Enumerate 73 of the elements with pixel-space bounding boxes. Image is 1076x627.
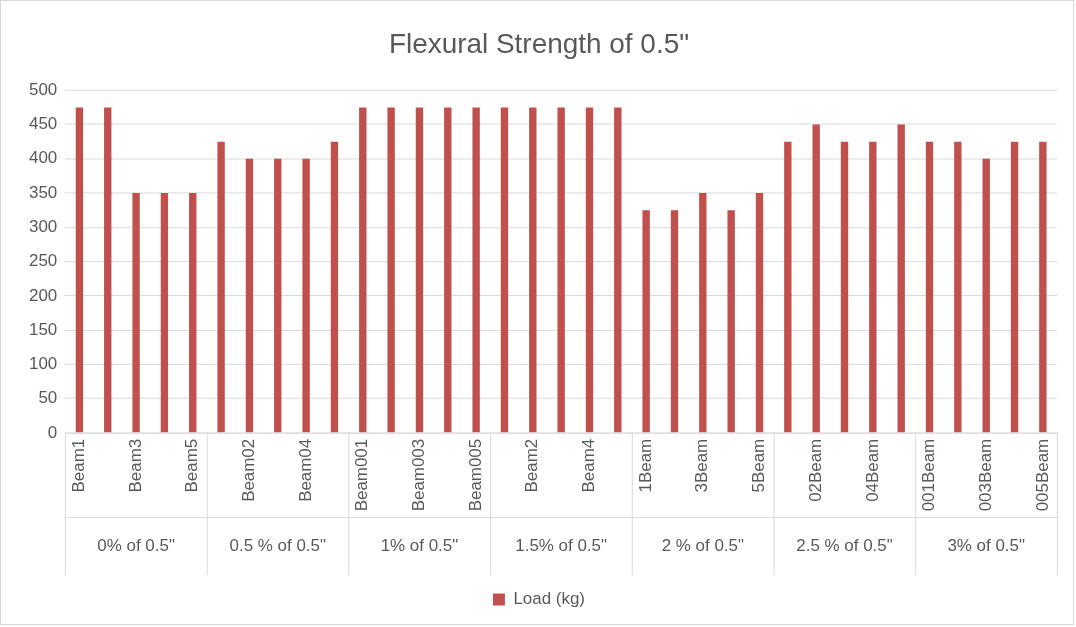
y-tick-label: 250 [28, 251, 58, 271]
bar [274, 158, 282, 433]
y-tick-label: 300 [28, 217, 58, 236]
bar [1010, 141, 1019, 433]
x-tick-label: 02Beam [805, 438, 825, 502]
bar [75, 107, 84, 433]
text: 1.5% of 0.5" [515, 535, 608, 555]
x-tick-label: 001Beam [919, 438, 939, 512]
bar [444, 107, 452, 433]
x-tick-label: Beam4 [579, 438, 599, 493]
x-tick-label: Beam003 [409, 438, 429, 512]
bar [614, 107, 622, 433]
y-tick-label: 100 [28, 354, 58, 374]
y-tick-label: 500 [28, 80, 58, 99]
y-tick-label: 50 [38, 388, 58, 408]
bar [500, 107, 509, 433]
y-tick-label: 200 [28, 285, 58, 305]
bar [245, 158, 254, 433]
bar [472, 107, 480, 433]
x-tick-label: Beam1 [69, 438, 89, 493]
bar [840, 141, 849, 433]
bar [160, 193, 169, 433]
bar [330, 141, 339, 433]
text: 3% of 0.5" [947, 535, 1025, 555]
y-tick-label: 350 [28, 182, 58, 202]
x-tick-label: 3Beam [692, 438, 712, 493]
bar [670, 210, 679, 433]
bar [727, 210, 735, 433]
bar [557, 107, 565, 433]
y-tick-label: 0 [47, 422, 58, 442]
bar [755, 193, 764, 433]
text: 0% of 0.5" [97, 535, 175, 555]
y-tick-label: 150 [28, 319, 58, 339]
bar [415, 107, 424, 433]
y-tick-label: 400 [28, 148, 58, 168]
bar [954, 141, 962, 433]
bar [897, 124, 905, 433]
x-tick-label: 005Beam [1032, 438, 1052, 512]
chart-title: Flexural Strength of 0.5" [388, 28, 690, 60]
bar [359, 107, 367, 433]
bar [982, 158, 990, 433]
bar [925, 141, 934, 433]
bar [529, 107, 537, 433]
bar [387, 107, 395, 433]
text: 2.5 % of 0.5" [796, 535, 893, 555]
legend-label: Load (kg) [513, 589, 585, 609]
bar [217, 141, 225, 433]
x-tick-label: Beam04 [295, 438, 315, 502]
text: 2 % of 0.5" [661, 535, 744, 555]
bar [699, 193, 707, 433]
bar [189, 193, 197, 433]
x-tick-label: Beam005 [465, 438, 485, 512]
x-tick-label: Beam2 [522, 438, 542, 493]
text: 1% of 0.5" [380, 535, 459, 555]
x-tick-label: 003Beam [975, 438, 995, 512]
bar [302, 158, 310, 433]
bar [1039, 141, 1047, 433]
text: 0.5 % of 0.5" [229, 535, 327, 555]
x-tick-label: Beam001 [352, 438, 372, 512]
x-tick-label: Beam3 [125, 438, 145, 493]
x-tick-label: 5Beam [749, 438, 769, 493]
bar [585, 107, 594, 433]
x-tick-label: Beam5 [182, 438, 202, 493]
bar [104, 107, 112, 433]
y-tick-label: 450 [28, 114, 58, 134]
bar [784, 141, 792, 433]
bar [642, 210, 650, 433]
bar [132, 193, 140, 433]
x-tick-label: Beam02 [239, 438, 259, 502]
bar [869, 141, 877, 433]
x-tick-label: 1Beam [635, 438, 655, 493]
x-tick-label: 04Beam [862, 438, 882, 502]
bar [812, 124, 820, 433]
